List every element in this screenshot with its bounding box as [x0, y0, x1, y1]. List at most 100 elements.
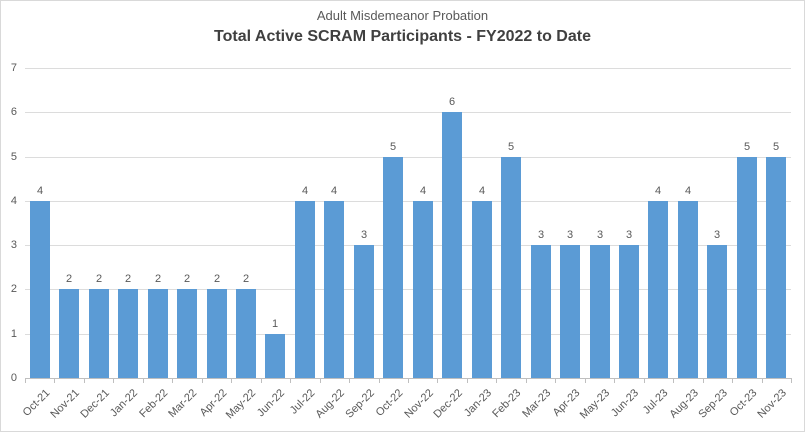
axis-tick: [644, 379, 645, 383]
axis-tick: [437, 379, 438, 383]
bar-value-label: 3: [625, 229, 633, 241]
bar: [678, 201, 698, 378]
axis-tick: [703, 379, 704, 383]
bar: [295, 201, 315, 378]
axis-tick: [791, 379, 792, 383]
gridline: [25, 289, 791, 290]
bar-value-label: 4: [301, 185, 309, 197]
x-axis-label: Dec-22: [430, 387, 465, 421]
bar-value-label: 2: [65, 273, 73, 285]
bar-value-label: 4: [36, 185, 44, 197]
bar: [707, 245, 727, 378]
gridline: [25, 68, 791, 69]
bar-value-label: 4: [419, 185, 427, 197]
x-axis-label: Nov-21: [47, 387, 82, 421]
axis-tick: [84, 379, 85, 383]
bar-value-label: 5: [772, 141, 780, 153]
gridline: [25, 112, 791, 113]
bar: [207, 289, 227, 378]
bar-value-label: 3: [713, 229, 721, 241]
bar: [531, 245, 551, 378]
x-axis-label: Jan-22: [108, 387, 141, 420]
x-axis-label: May-23: [578, 387, 613, 422]
x-axis-label: Oct-21: [20, 387, 53, 419]
x-axis-label: May-22: [224, 387, 259, 422]
x-axis-label: Jun-22: [255, 387, 288, 420]
bar-value-label: 2: [154, 273, 162, 285]
bar-value-label: 2: [95, 273, 103, 285]
bar-value-label: 2: [242, 273, 250, 285]
axis-tick: [143, 379, 144, 383]
bar-value-label: 2: [183, 273, 191, 285]
bar: [324, 201, 344, 378]
x-axis-label: Aug-22: [312, 387, 347, 421]
bar: [148, 289, 168, 378]
bar-value-label: 4: [330, 185, 338, 197]
y-axis-label: 0: [10, 372, 17, 384]
x-axis-label: Mar-22: [166, 387, 200, 421]
x-axis-label: Dec-21: [77, 387, 112, 421]
axis-tick: [231, 379, 232, 383]
y-axis-label: 6: [10, 106, 17, 118]
axis-tick: [320, 379, 321, 383]
axis-tick: [25, 379, 26, 383]
bar: [442, 112, 462, 378]
axis-tick: [526, 379, 527, 383]
bar-value-label: 4: [478, 185, 486, 197]
bar: [118, 289, 138, 378]
x-axis-label: Jun-23: [609, 387, 642, 420]
gridline: [25, 157, 791, 158]
axis-tick: [202, 379, 203, 383]
x-axis-label: Nov-23: [754, 387, 789, 421]
bar-value-label: 3: [360, 229, 368, 241]
bar-value-label: 5: [507, 141, 515, 153]
axis-tick: [732, 379, 733, 383]
bar: [59, 289, 79, 378]
y-axis-label: 2: [10, 283, 17, 295]
bar-value-label: 3: [596, 229, 604, 241]
axis-tick: [408, 379, 409, 383]
x-axis-label: Mar-23: [520, 387, 554, 421]
x-axis-label: Feb-22: [137, 387, 171, 421]
x-axis-line: [25, 378, 792, 379]
y-axis-label: 7: [10, 62, 17, 74]
axis-tick: [496, 379, 497, 383]
bar-value-label: 5: [743, 141, 751, 153]
bar: [560, 245, 580, 378]
gridline: [25, 334, 791, 335]
x-axis-label: Nov-22: [401, 387, 436, 421]
x-axis-label: Jan-23: [462, 387, 495, 420]
bar-value-label: 5: [389, 141, 397, 153]
bar: [30, 201, 50, 378]
bar: [354, 245, 374, 378]
bar: [383, 157, 403, 378]
axis-tick: [54, 379, 55, 383]
axis-tick: [762, 379, 763, 383]
gridline: [25, 245, 791, 246]
bar: [177, 289, 197, 378]
bar: [413, 201, 433, 378]
bar: [590, 245, 610, 378]
bar: [737, 157, 757, 378]
axis-tick: [349, 379, 350, 383]
bar-value-label: 3: [537, 229, 545, 241]
x-axis-label: Sep-22: [342, 387, 377, 421]
axis-tick: [614, 379, 615, 383]
y-axis-label: 5: [10, 151, 17, 163]
bar-value-label: 4: [684, 185, 692, 197]
axis-tick: [555, 379, 556, 383]
bar-value-label: 6: [448, 96, 456, 108]
x-axis-label: Apr-23: [550, 387, 583, 419]
bar-value-label: 4: [654, 185, 662, 197]
bar: [472, 201, 492, 378]
x-axis-label: Aug-23: [666, 387, 701, 421]
x-axis-label: Feb-23: [490, 387, 524, 421]
axis-tick: [585, 379, 586, 383]
bar: [89, 289, 109, 378]
axis-tick: [290, 379, 291, 383]
bar-value-label: 2: [124, 273, 132, 285]
bar: [619, 245, 639, 378]
bar: [648, 201, 668, 378]
